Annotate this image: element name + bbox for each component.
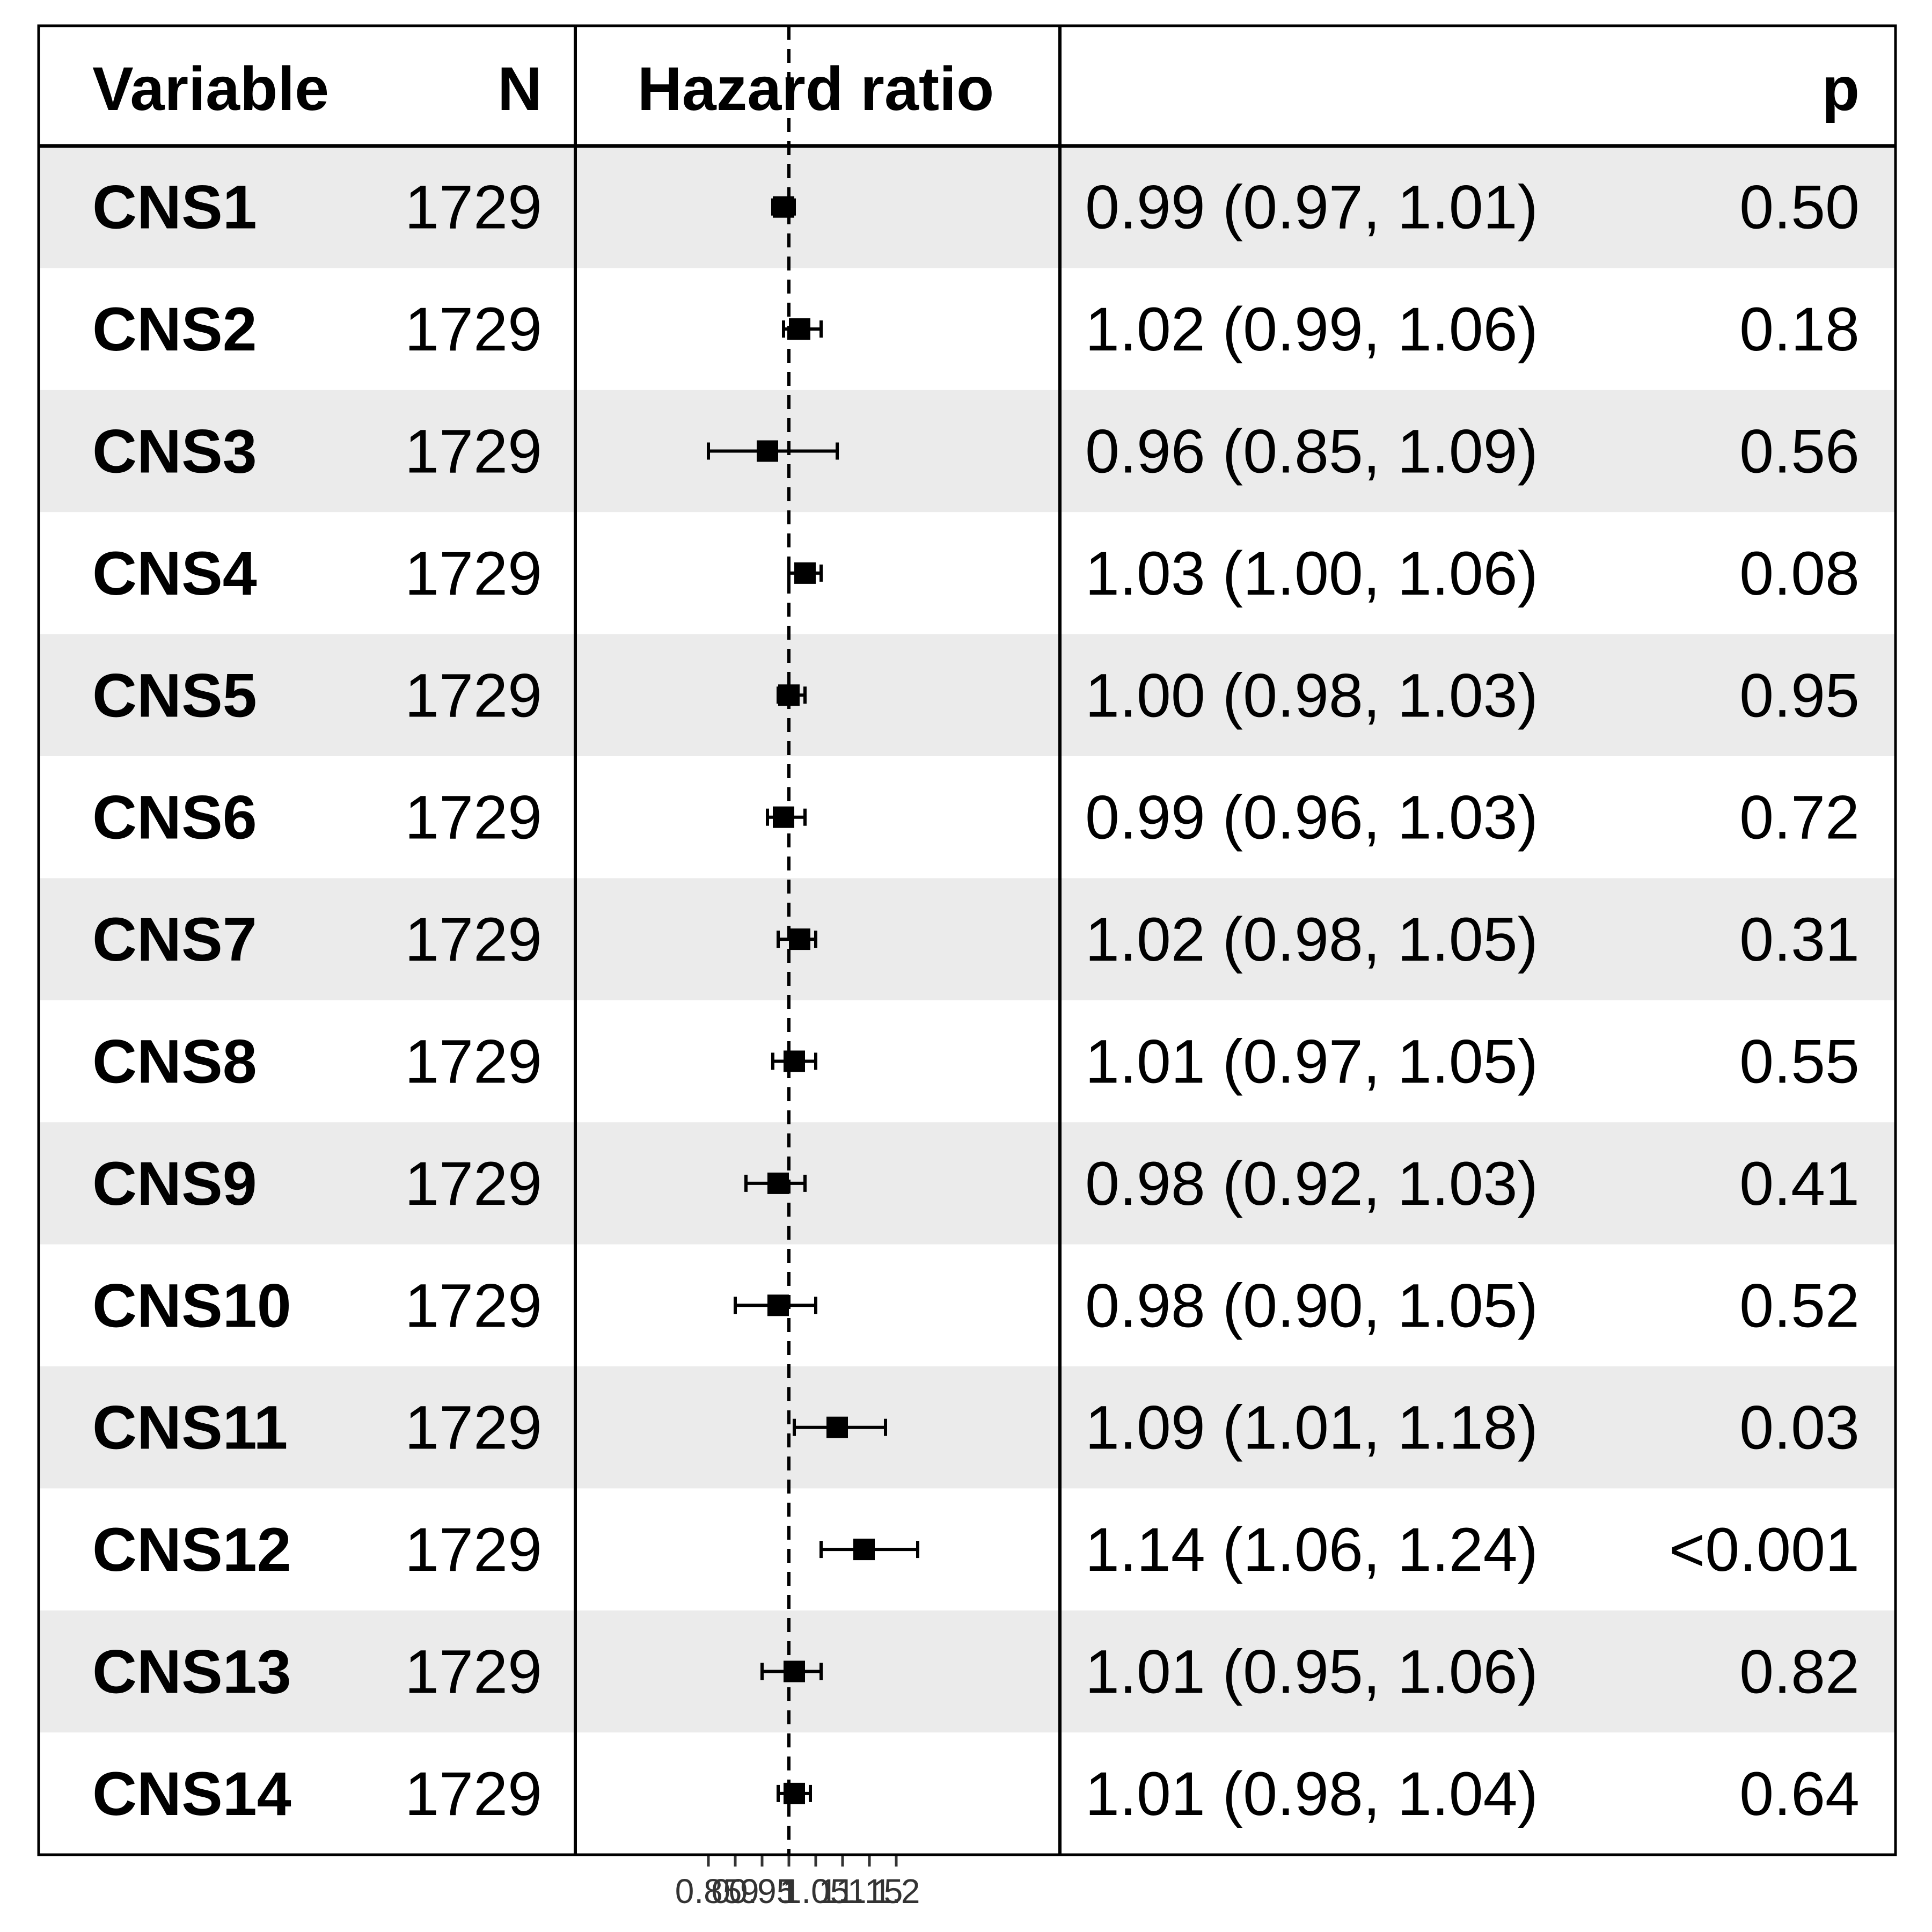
n-value: 1729 xyxy=(405,1516,542,1584)
row-stripe xyxy=(39,634,1896,756)
row-stripe xyxy=(39,878,1896,1000)
hr-point xyxy=(773,196,794,218)
p-value: 0.08 xyxy=(1739,539,1860,608)
variable-label: CNS10 xyxy=(92,1271,291,1340)
n-value: 1729 xyxy=(405,1150,542,1218)
variable-label: CNS5 xyxy=(92,661,257,730)
header-n: N xyxy=(497,55,542,123)
n-value: 1729 xyxy=(405,539,542,608)
p-value: 0.41 xyxy=(1739,1150,1860,1218)
p-value: 0.50 xyxy=(1739,173,1860,242)
hr-point xyxy=(826,1416,848,1438)
p-value: 0.18 xyxy=(1739,295,1860,364)
p-value: 0.52 xyxy=(1739,1271,1860,1340)
x-tick-label: 0.85 xyxy=(675,1872,742,1911)
hr-point xyxy=(853,1539,875,1561)
variable-label: CNS4 xyxy=(92,539,257,608)
hr-point xyxy=(789,318,810,340)
variable-label: CNS3 xyxy=(92,418,257,486)
x-tick-label: 1 xyxy=(779,1872,799,1911)
row-stripe xyxy=(39,1366,1896,1489)
p-value: 0.03 xyxy=(1739,1394,1860,1462)
header-p: p xyxy=(1822,55,1860,123)
n-value: 1729 xyxy=(405,418,542,486)
p-value: 0.55 xyxy=(1739,1028,1860,1096)
variable-label: CNS13 xyxy=(92,1638,291,1707)
n-value: 1729 xyxy=(405,1028,542,1096)
hr-point xyxy=(794,562,816,584)
variable-label: CNS6 xyxy=(92,784,257,852)
hr-point xyxy=(773,806,794,828)
estimate-text: 0.99 (0.97, 1.01) xyxy=(1085,173,1538,242)
estimate-text: 1.01 (0.95, 1.06) xyxy=(1085,1638,1538,1707)
variable-label: CNS1 xyxy=(92,173,257,242)
estimate-text: 1.09 (1.01, 1.18) xyxy=(1085,1394,1538,1462)
x-tick-label: 1.2 xyxy=(873,1872,920,1911)
n-value: 1729 xyxy=(405,1394,542,1462)
estimate-text: 1.02 (0.98, 1.05) xyxy=(1085,905,1538,974)
n-value: 1729 xyxy=(405,1271,542,1340)
hr-point xyxy=(784,1050,805,1072)
n-value: 1729 xyxy=(405,295,542,364)
header-variable: Variable xyxy=(92,55,329,123)
row-stripe xyxy=(39,146,1896,268)
estimate-text: 1.03 (1.00, 1.06) xyxy=(1085,539,1538,608)
variable-label: CNS11 xyxy=(92,1394,288,1462)
x-tick-label: 0.95 xyxy=(729,1872,796,1911)
variable-label: CNS7 xyxy=(92,905,257,974)
n-value: 1729 xyxy=(405,661,542,730)
row-stripes xyxy=(39,146,1896,1733)
variable-label: CNS9 xyxy=(92,1150,257,1218)
n-value: 1729 xyxy=(405,784,542,852)
p-value: 0.56 xyxy=(1739,418,1860,486)
row-stripe xyxy=(39,1122,1896,1245)
n-value: 1729 xyxy=(405,905,542,974)
estimate-text: 1.01 (0.97, 1.05) xyxy=(1085,1028,1538,1096)
hr-point xyxy=(757,440,778,462)
p-value: 0.64 xyxy=(1739,1760,1860,1828)
variable-label: CNS12 xyxy=(92,1516,291,1584)
row-stripe xyxy=(39,1610,1896,1733)
hr-point xyxy=(784,1782,805,1804)
hr-point xyxy=(767,1294,789,1316)
estimate-text: 1.00 (0.98, 1.03) xyxy=(1085,661,1538,730)
p-value: <0.001 xyxy=(1669,1516,1860,1584)
estimate-text: 0.98 (0.92, 1.03) xyxy=(1085,1150,1538,1218)
estimate-text: 0.99 (0.96, 1.03) xyxy=(1085,784,1538,852)
variable-label: CNS14 xyxy=(92,1760,291,1828)
plot-marks xyxy=(707,26,919,1855)
x-tick-label: 0.9 xyxy=(712,1872,759,1911)
estimate-text: 1.01 (0.98, 1.04) xyxy=(1085,1760,1538,1828)
p-value: 0.95 xyxy=(1739,661,1860,730)
p-value: 0.31 xyxy=(1739,905,1860,974)
p-value: 0.82 xyxy=(1739,1638,1860,1707)
n-value: 1729 xyxy=(405,173,542,242)
row-stripe xyxy=(39,390,1896,513)
x-tick-label: 1.1 xyxy=(819,1872,867,1911)
x-tick-label: 1.15 xyxy=(836,1872,903,1911)
variable-label: CNS8 xyxy=(92,1028,257,1096)
hr-point xyxy=(789,928,810,950)
p-value: 0.72 xyxy=(1739,784,1860,852)
estimate-text: 0.96 (0.85, 1.09) xyxy=(1085,418,1538,486)
hr-point xyxy=(767,1172,789,1194)
hr-point xyxy=(784,1660,805,1682)
estimate-text: 1.02 (0.99, 1.06) xyxy=(1085,295,1538,364)
estimate-text: 0.98 (0.90, 1.05) xyxy=(1085,1271,1538,1340)
estimate-text: 1.14 (1.06, 1.24) xyxy=(1085,1516,1538,1584)
n-value: 1729 xyxy=(405,1760,542,1828)
header-hazard-ratio: Hazard ratio xyxy=(638,55,994,123)
n-value: 1729 xyxy=(405,1638,542,1707)
x-tick-label: 1.05 xyxy=(782,1872,850,1911)
variable-label: CNS2 xyxy=(92,295,257,364)
outer-frame xyxy=(37,24,1897,1856)
table-rows: CNS1 1729 0.99 (0.97, 1.01) 0.50 CNS2 1729 1.0… xyxy=(92,173,1860,1828)
